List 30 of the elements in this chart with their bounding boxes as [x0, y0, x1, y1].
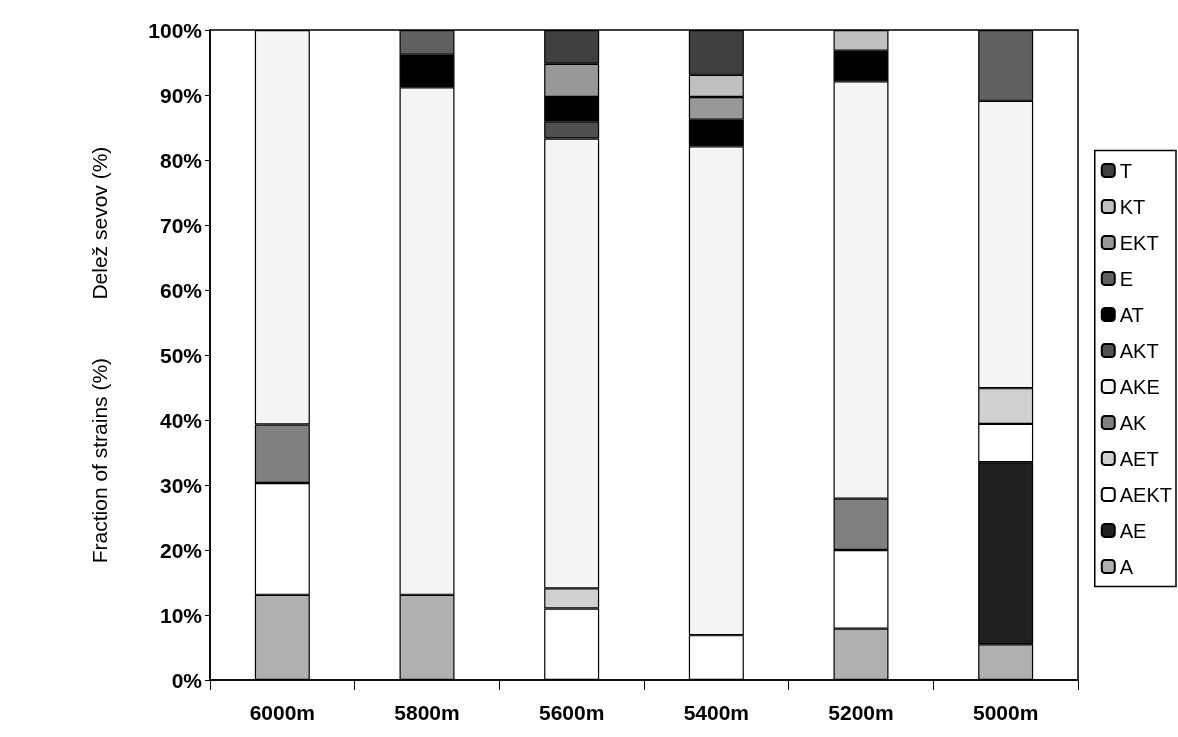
- y-tick-label: 60%: [159, 278, 203, 302]
- legend-label: KT: [1119, 195, 1146, 218]
- y-tick-label: 50%: [159, 343, 203, 367]
- x-tick-label: 6000m: [249, 701, 316, 724]
- y-tick-label: 10%: [159, 603, 203, 627]
- y-tick-label: 90%: [159, 83, 203, 107]
- x-tick-label: 5200m: [828, 701, 894, 724]
- legend-label: AE: [1119, 519, 1147, 542]
- y-tick-label: 30%: [159, 473, 203, 497]
- legend-label: AET: [1119, 447, 1159, 470]
- x-tick-label: 5000m: [972, 701, 1039, 724]
- y-tick-label: 70%: [159, 213, 203, 237]
- legend-label: T: [1119, 159, 1132, 182]
- legend-label: AKT: [1119, 339, 1159, 362]
- y-axis-title: Fraction of strains (%) Delež sevov (%): [88, 146, 111, 564]
- legend-label: AKE: [1119, 375, 1160, 398]
- x-tick-label: 5600m: [538, 701, 605, 724]
- legend-label: EKT: [1119, 231, 1159, 254]
- legend-label: A: [1119, 555, 1134, 578]
- legend-label: AT: [1119, 303, 1144, 326]
- x-tick-label: 5800m: [394, 701, 460, 724]
- legend-label: AK: [1119, 411, 1148, 434]
- legend-label: E: [1119, 267, 1134, 290]
- y-tick-label: 40%: [159, 408, 203, 432]
- y-tick-label: 100%: [148, 18, 203, 42]
- legend-label: AEKT: [1119, 483, 1173, 506]
- x-tick-label: 5400m: [683, 701, 750, 724]
- y-tick-label: 0%: [171, 668, 203, 692]
- y-tick-label: 80%: [159, 148, 203, 172]
- y-tick-label: 20%: [159, 538, 203, 562]
